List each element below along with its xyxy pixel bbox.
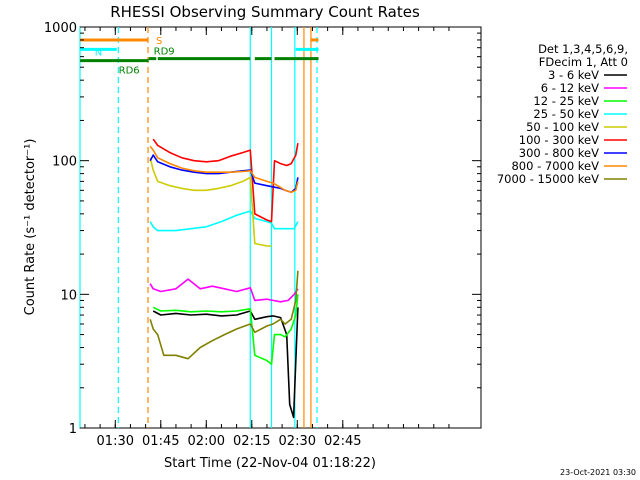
x-axis-label: Start Time (22-Nov-04 01:18:22) — [164, 456, 376, 471]
series-line-1 — [149, 278, 299, 303]
x-tick-label-2: 02:00 — [188, 434, 225, 449]
legend-entry-5: 100 - 300 keV — [519, 133, 599, 147]
state-annotations: S N RD6 RD9 — [80, 36, 319, 77]
legend-header-1: FDecim 1, Att 0 — [539, 55, 628, 69]
x-tick-label-4: 02:30 — [279, 434, 316, 449]
legend-entry-0: 3 - 6 keV — [548, 68, 599, 82]
y-tick-label-1: 10 — [60, 288, 77, 303]
chart-title: RHESSI Observing Summary Count Rates — [110, 3, 420, 21]
annotation-label-s: S — [156, 36, 162, 47]
legend-entry-1: 6 - 12 keV — [541, 81, 599, 95]
y-tick-label-3: 1000 — [44, 21, 77, 36]
annotation-label-rd6: RD6 — [119, 66, 140, 77]
series-line-8 — [149, 270, 299, 360]
legend-entry-3: 25 - 50 keV — [533, 107, 599, 121]
x-axis: 01:30 01:45 02:00 02:15 02:30 02:45 — [84, 27, 450, 449]
plot-border — [79, 26, 482, 429]
legend-entry-7: 800 - 7000 keV — [511, 159, 599, 173]
x-tick-label-0: 01:30 — [97, 434, 134, 449]
legend-entry-2: 12 - 25 keV — [533, 94, 599, 108]
series-layer — [149, 138, 299, 419]
legend-entry-8: 7000 - 15000 keV — [497, 172, 599, 186]
timestamp: 23-Oct-2021 03:30 — [560, 468, 636, 477]
x-tick-label-1: 01:45 — [142, 434, 179, 449]
series-line-2 — [152, 294, 299, 365]
series-line-0 — [152, 307, 299, 419]
y-tick-label-0: 1 — [69, 422, 77, 437]
annotation-label-n: N — [95, 47, 102, 58]
series-line-7 — [149, 145, 299, 194]
annotation-label-rd9: RD9 — [154, 47, 175, 58]
series-line-4 — [149, 157, 272, 247]
legend-header-0: Det 1,3,4,5,6,9, — [538, 42, 628, 56]
series-line-3 — [149, 210, 299, 232]
y-tick-label-2: 100 — [52, 155, 77, 170]
y-axis: 1 10 100 1000 — [44, 21, 481, 437]
plot-frame — [79, 26, 482, 429]
x-tick-label-3: 02:15 — [233, 434, 270, 449]
x-tick-label-5: 02:45 — [324, 434, 361, 449]
legend-entry-4: 50 - 100 keV — [526, 120, 599, 134]
legend: Det 1,3,4,5,6,9,FDecim 1, Att 03 - 6 keV… — [497, 42, 628, 186]
legend-entry-6: 300 - 800 keV — [519, 146, 599, 160]
series-line-5 — [152, 138, 299, 223]
y-axis-label: Count Rate (s⁻¹ detector⁻¹) — [23, 139, 38, 316]
